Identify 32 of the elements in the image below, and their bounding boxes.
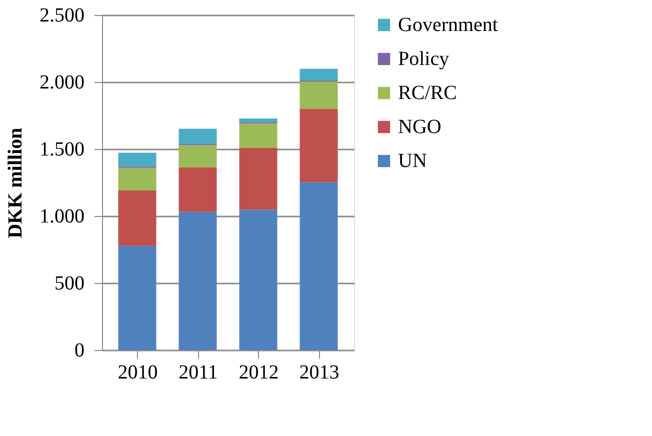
bar [118,168,156,191]
x-tick-label: 2010 [118,362,158,384]
y-tick-label: 1.500 [40,138,84,160]
bar [300,182,338,350]
x-tick-label: 2013 [299,362,340,384]
y-tick-label: 2.000 [40,72,84,94]
bar [300,68,338,80]
legend-label: UN [398,150,427,172]
x-tick-label: 2012 [238,362,279,384]
bar [178,145,217,168]
bar [118,152,156,166]
legend-label: Policy [398,48,450,70]
y-tick-label: 0 [74,340,84,362]
bar [300,81,338,109]
bar [118,246,156,350]
x-tick-label: 2011 [178,362,218,384]
y-tick-label: 500 [54,272,84,294]
y-axis-title: DKK million [4,128,26,238]
bar [118,190,156,246]
bar [239,123,278,148]
bar [239,118,278,122]
bar [239,148,278,210]
bar [178,167,217,212]
legend-label: RC/RC [398,82,457,104]
y-tick-label: 1.000 [40,206,84,228]
legend-label: NGO [398,116,442,138]
bar [300,108,338,182]
legend-label: Government [398,14,498,36]
bar [178,212,217,350]
y-tick-label: 2.500 [40,4,84,26]
bar [178,128,217,144]
bar [239,210,278,350]
